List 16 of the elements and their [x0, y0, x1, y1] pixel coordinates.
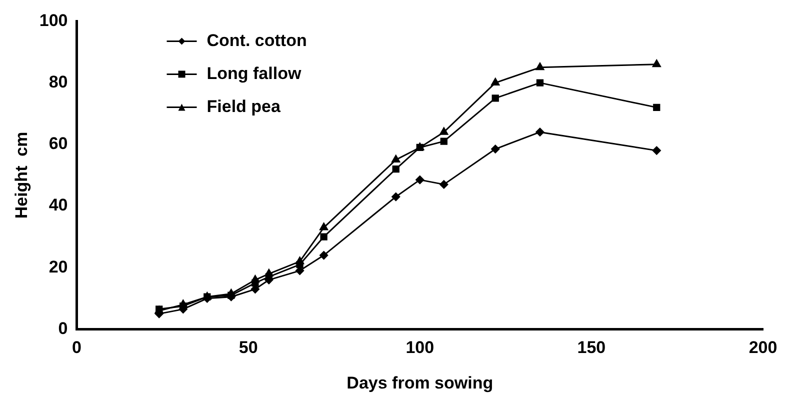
- legend-label: Field pea: [206, 96, 281, 116]
- legend-label: Cont. cotton: [206, 30, 307, 50]
- y-tick-label: 40: [48, 196, 68, 215]
- x-tick-label: 200: [748, 338, 778, 358]
- y-tick-label: 0: [58, 318, 68, 338]
- x-tick-label: 100: [406, 338, 434, 358]
- x-axis-title: Days from sowing: [346, 373, 494, 392]
- y-tick-label: 100: [39, 10, 68, 30]
- legend-label: Long fallow: [206, 64, 302, 83]
- y-tick-label: 60: [48, 134, 68, 154]
- x-tick-label: 0: [72, 338, 82, 358]
- y-tick-label: 80: [48, 72, 68, 92]
- x-tick-label: 150: [577, 338, 606, 358]
- x-tick-label: 50: [238, 338, 258, 358]
- y-tick-label: 20: [48, 257, 68, 276]
- y-axis-title: Height cm: [12, 132, 31, 219]
